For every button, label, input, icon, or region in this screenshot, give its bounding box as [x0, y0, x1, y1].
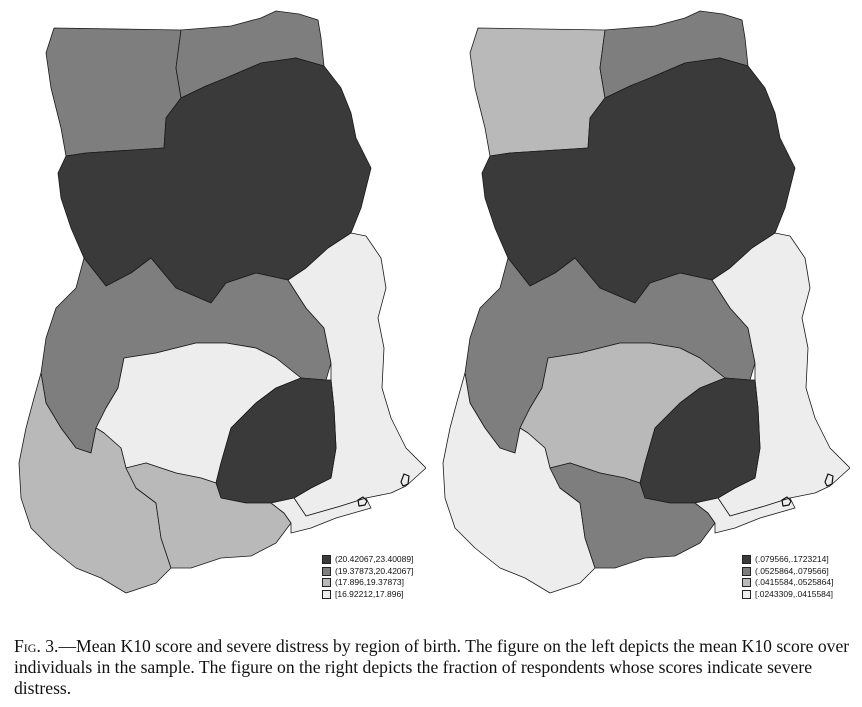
- region-volta: [711, 232, 850, 517]
- legend-swatch: [742, 555, 751, 565]
- legend-label: [16.92212,17.896]: [335, 588, 404, 599]
- legend: (20.42067,23.40089] (19.37873,20.42067] …: [322, 554, 413, 600]
- region-greater-accra: [270, 497, 372, 534]
- map-mean-k10: (20.42067,23.40089] (19.37873,20.42067] …: [6, 8, 426, 608]
- legend-label: (.079566,.1723214]: [755, 554, 829, 564]
- legend-item: [.0243309,.0415584]: [742, 589, 833, 601]
- legend-label: (.0525864,.079566]: [755, 565, 829, 576]
- legend-label: (17.896,19.37873]: [335, 577, 405, 587]
- legend-label: (20.42067,23.40089]: [335, 554, 414, 564]
- legend-item: (20.42067,23.40089]: [322, 554, 413, 566]
- legend-label: (19.37873,20.42067]: [335, 565, 414, 576]
- lake-volta-outline: [357, 473, 410, 507]
- legend-swatch: [742, 578, 751, 588]
- legend-item: (17.896,19.37873]: [322, 577, 413, 589]
- lake-volta-outline: [781, 473, 834, 507]
- figure-caption: Fig. 3.—Mean K10 score and severe distre…: [14, 636, 854, 699]
- caption-text: —Mean K10 score and severe distress by r…: [14, 636, 850, 698]
- legend-label: (.0415584,.0525864]: [755, 577, 834, 587]
- region-volta: [287, 232, 426, 517]
- legend-swatch: [322, 589, 331, 599]
- legend-item: [16.92212,17.896]: [322, 589, 413, 601]
- legend-item: (.0415584,.0525864]: [742, 577, 833, 589]
- legend: (.079566,.1723214] (.0525864,.079566] (.…: [742, 554, 833, 600]
- legend-swatch: [742, 589, 751, 599]
- legend-swatch: [322, 555, 331, 565]
- legend-swatch: [322, 578, 331, 588]
- map-severe-distress: (.079566,.1723214] (.0525864,.079566] (.…: [430, 8, 850, 608]
- legend-label: [.0243309,.0415584]: [755, 588, 833, 599]
- legend-swatch: [322, 566, 331, 576]
- region-upper-west: [469, 27, 606, 157]
- legend-item: (.0525864,.079566]: [742, 566, 833, 578]
- caption-label: Fig. 3.: [14, 636, 59, 656]
- legend-item: (19.37873,20.42067]: [322, 566, 413, 578]
- legend-swatch: [742, 566, 751, 576]
- region-upper-west: [45, 27, 182, 157]
- region-greater-accra: [694, 497, 796, 534]
- legend-item: (.079566,.1723214]: [742, 554, 833, 566]
